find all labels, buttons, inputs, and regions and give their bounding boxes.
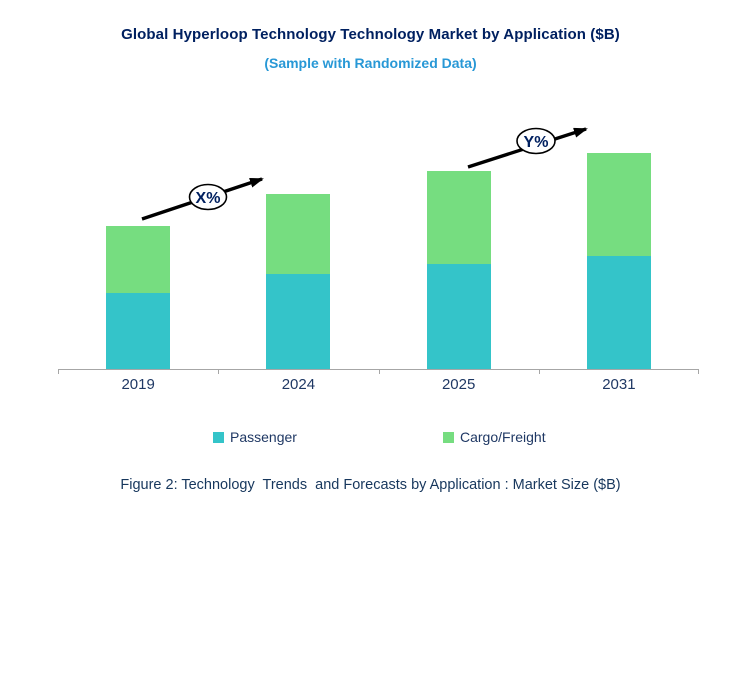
- x-axis-labels: 2019 2024 2025 2031: [58, 376, 699, 393]
- x-axis-tick: [58, 369, 59, 374]
- x-axis-tick: [378, 369, 380, 374]
- chart-subtitle: (Sample with Randomized Data): [264, 55, 477, 71]
- bar-segment-2019-passenger: [106, 293, 171, 369]
- legend-label-cargo-freight: Cargo/Freight: [460, 429, 546, 445]
- legend-item-cargo-freight: Cargo/Freight: [443, 429, 546, 445]
- bar-segment-2025-passenger: [426, 264, 491, 369]
- category-slot-2025: [379, 129, 539, 369]
- x-axis-label-2019: 2019: [121, 376, 155, 393]
- bar-segment-2019-cargo-freight: [106, 226, 171, 293]
- bar-stack-2024: [266, 194, 331, 369]
- x-axis-tick: [698, 369, 699, 374]
- bar-stack-2019: [106, 226, 171, 369]
- category-slot-2031: [539, 129, 699, 369]
- bar-segment-2031-cargo-freight: [586, 153, 651, 256]
- bar-stack-2025: [426, 171, 491, 369]
- x-axis-tick: [218, 369, 220, 374]
- cargo-freight-swatch-icon: [443, 431, 454, 443]
- bar-segment-2024-passenger: [266, 274, 331, 369]
- figure-caption: Figure 2: Technology Trends and Forecast…: [120, 477, 621, 493]
- legend-label-passenger: Passenger: [230, 429, 297, 445]
- plot-area: [58, 129, 699, 374]
- passenger-swatch-icon: [213, 431, 224, 443]
- bar-segment-2025-cargo-freight: [426, 171, 491, 264]
- category-slot-2019: [58, 129, 218, 369]
- legend-item-passenger: Passenger: [213, 429, 297, 445]
- x-axis-tick: [538, 369, 540, 374]
- bar-segment-2031-passenger: [586, 256, 651, 369]
- category-slot-2024: [218, 129, 378, 369]
- x-axis-label-2025: 2025: [441, 376, 476, 393]
- x-axis-label-2024: 2024: [281, 376, 316, 393]
- bar-segment-2024-cargo-freight: [266, 194, 331, 274]
- bar-stack-2031: [586, 153, 651, 369]
- x-axis-label-2031: 2031: [602, 376, 636, 393]
- chart-title: Global Hyperloop Technology Technology M…: [121, 26, 620, 43]
